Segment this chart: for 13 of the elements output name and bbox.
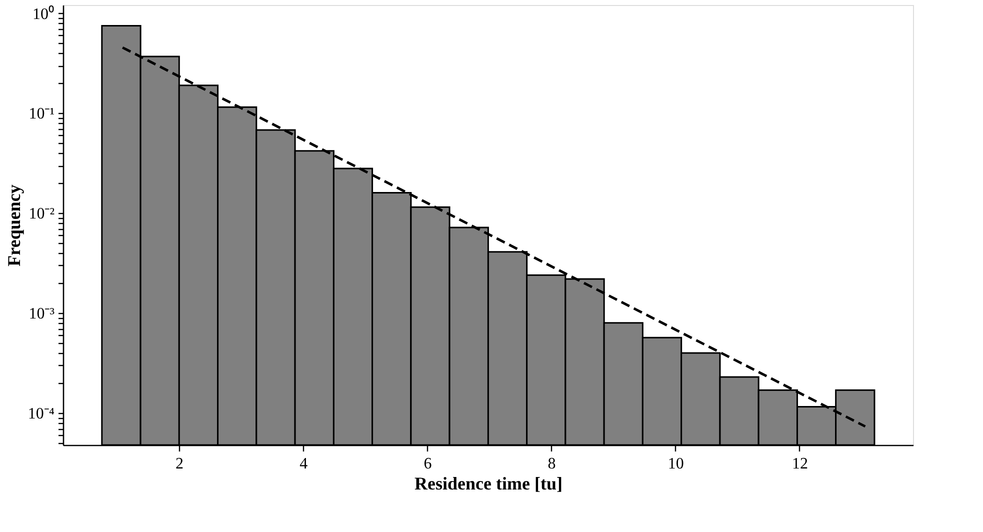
y-axis-title: Frequency bbox=[4, 184, 24, 266]
y-tick-label: 10⁻³ bbox=[28, 306, 55, 323]
y-tick-label: 10⁻² bbox=[28, 206, 55, 223]
x-axis-title: Residence time [tu] bbox=[414, 474, 562, 494]
x-tick-label: 4 bbox=[300, 456, 308, 472]
x-tick-label: 2 bbox=[176, 456, 184, 472]
y-tick-label: 10⁻⁴ bbox=[28, 406, 55, 423]
x-tick-label: 12 bbox=[792, 456, 808, 472]
x-tick-label: 6 bbox=[424, 456, 432, 472]
x-tick-label: 8 bbox=[548, 456, 556, 472]
y-tick-label: 10⁻¹ bbox=[28, 106, 55, 123]
y-tick-label: 10⁰ bbox=[32, 4, 54, 23]
x-tick-label: 10 bbox=[668, 456, 684, 472]
